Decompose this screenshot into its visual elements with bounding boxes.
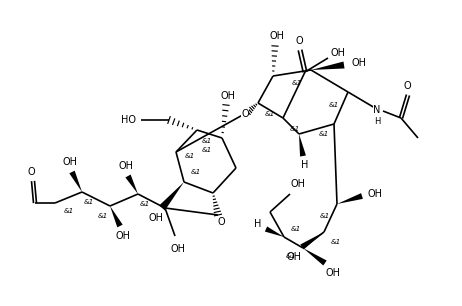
Text: OH: OH: [148, 213, 164, 223]
Polygon shape: [299, 134, 306, 157]
Text: &1: &1: [292, 80, 302, 86]
Polygon shape: [69, 171, 82, 192]
Text: N: N: [373, 105, 381, 115]
Text: OH: OH: [352, 58, 366, 68]
Text: H: H: [374, 117, 380, 125]
Text: O: O: [403, 81, 411, 91]
Polygon shape: [125, 174, 138, 194]
Text: &1: &1: [329, 102, 339, 108]
Polygon shape: [110, 206, 123, 227]
Text: &1: &1: [331, 239, 341, 245]
Text: H: H: [301, 160, 309, 170]
Text: OH: OH: [170, 244, 186, 254]
Text: OH: OH: [291, 179, 305, 189]
Text: OH: OH: [326, 268, 340, 278]
Polygon shape: [303, 248, 327, 266]
Text: OH: OH: [62, 157, 78, 167]
Text: &1: &1: [140, 201, 150, 207]
Text: &1: &1: [265, 111, 275, 117]
Text: OH: OH: [330, 48, 346, 58]
Text: OH: OH: [286, 252, 302, 262]
Text: &1: &1: [191, 169, 201, 175]
Polygon shape: [300, 232, 324, 249]
Text: &1: &1: [202, 138, 212, 144]
Text: &1: &1: [64, 208, 74, 214]
Text: &1: &1: [291, 226, 301, 232]
Text: H: H: [254, 219, 261, 229]
Text: &1: &1: [320, 213, 330, 219]
Text: &1: &1: [202, 147, 212, 153]
Text: O: O: [295, 36, 303, 46]
Text: O: O: [217, 217, 225, 227]
Text: O: O: [27, 167, 35, 177]
Text: &1: &1: [319, 131, 329, 137]
Text: &1: &1: [98, 213, 108, 219]
Text: OH: OH: [116, 231, 130, 241]
Polygon shape: [337, 193, 363, 204]
Text: &1: &1: [290, 126, 300, 132]
Text: HO: HO: [121, 115, 135, 125]
Polygon shape: [265, 226, 284, 237]
Text: OH: OH: [269, 31, 285, 41]
Text: OH: OH: [367, 189, 383, 199]
Text: &1: &1: [286, 253, 296, 259]
Polygon shape: [311, 62, 345, 70]
Text: OH: OH: [118, 161, 134, 171]
Polygon shape: [159, 182, 184, 211]
Text: &1: &1: [84, 199, 94, 205]
Text: O: O: [241, 109, 249, 119]
Text: &1: &1: [185, 153, 195, 159]
Text: OH: OH: [220, 91, 236, 101]
